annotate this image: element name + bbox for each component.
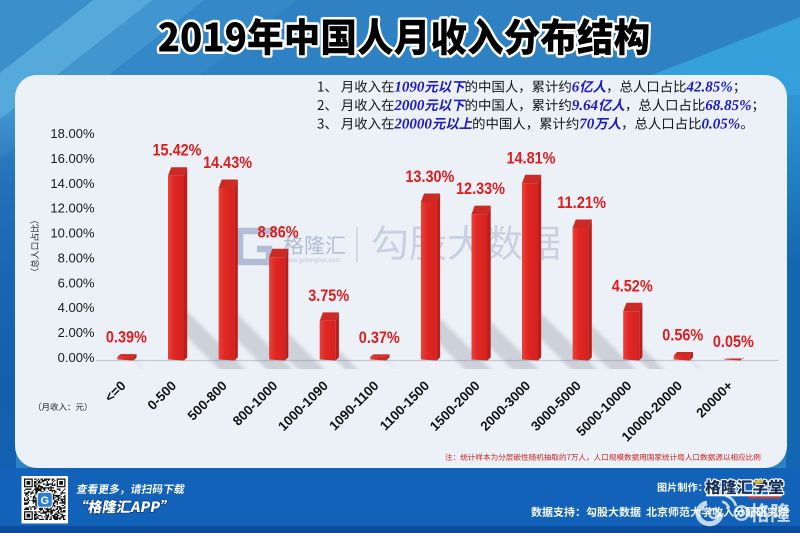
svg-text:18.00%: 18.00% [50, 126, 95, 141]
svg-text:www.gelonghui.com: www.gelonghui.com [282, 257, 341, 264]
svg-text:2.00%: 2.00% [58, 325, 95, 340]
svg-text:8.00%: 8.00% [58, 250, 95, 265]
svg-text:12.00%: 12.00% [50, 201, 95, 216]
svg-text:16.00%: 16.00% [50, 151, 95, 166]
svg-text:800-1000: 800-1000 [230, 378, 281, 429]
svg-text:500-800: 500-800 [185, 378, 230, 423]
svg-text:2000-3000: 2000-3000 [477, 378, 533, 434]
svg-text:6.00%: 6.00% [58, 275, 95, 290]
svg-text:1100-1500: 1100-1500 [377, 378, 432, 433]
svg-text:1500-2000: 1500-2000 [427, 378, 483, 434]
svg-text:0-500: 0-500 [144, 378, 179, 413]
svg-text:20000+: 20000+ [693, 378, 736, 421]
svg-text:4.00%: 4.00% [58, 300, 95, 315]
svg-text:14.00%: 14.00% [50, 176, 95, 191]
svg-text:1090-1100: 1090-1100 [326, 378, 381, 433]
svg-text:15.42%: 15.42% [153, 142, 202, 160]
svg-text:14.81%: 14.81% [507, 149, 556, 167]
svg-text:0.05%: 0.05% [713, 333, 754, 351]
svg-text:10.00%: 10.00% [50, 226, 95, 241]
svg-text:<=0: <=0 [102, 378, 129, 405]
svg-text:12.33%: 12.33% [456, 180, 505, 198]
svg-text:8.86%: 8.86% [258, 223, 299, 241]
svg-text:3.75%: 3.75% [308, 287, 349, 305]
svg-text:11.21%: 11.21% [557, 194, 606, 212]
svg-text:0.39%: 0.39% [106, 329, 147, 347]
svg-text:4.52%: 4.52% [612, 277, 653, 295]
svg-text:13.30%: 13.30% [405, 168, 454, 186]
svg-text:0.00%: 0.00% [58, 350, 95, 365]
svg-text:0.37%: 0.37% [359, 329, 400, 347]
svg-text:G: G [40, 495, 49, 507]
svg-text:14.43%: 14.43% [203, 154, 252, 172]
svg-text:0.56%: 0.56% [662, 327, 703, 345]
svg-text:1000-1090: 1000-1090 [275, 378, 331, 434]
